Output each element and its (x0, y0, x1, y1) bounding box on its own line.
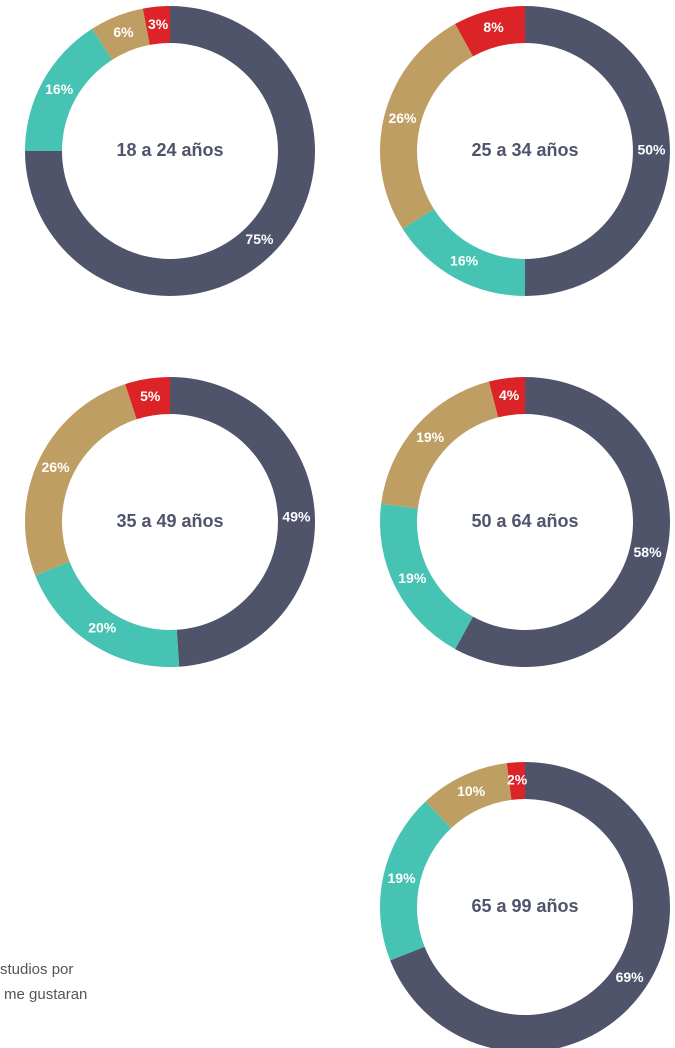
donut-segment (92, 8, 150, 60)
donut-segment (25, 384, 137, 576)
donut-segment (488, 377, 525, 418)
note-line: studios por (0, 961, 73, 978)
value-label: 6% (113, 24, 134, 40)
value-label: 69% (616, 969, 645, 985)
chart-title: 50 a 64 años (471, 511, 578, 531)
chart-title: 18 a 24 años (116, 140, 223, 160)
donut-segment (425, 763, 512, 829)
value-label: 50% (637, 142, 666, 158)
value-label: 20% (88, 620, 117, 636)
donut-segment (455, 6, 525, 57)
value-label: 10% (457, 783, 486, 799)
donut-segment (380, 503, 473, 650)
donut-segment (142, 6, 170, 45)
value-label: 26% (388, 110, 417, 126)
chart-title: 65 a 99 años (471, 896, 578, 916)
value-label: 3% (148, 16, 169, 32)
note-line: me gustaran (4, 986, 87, 1003)
value-label: 16% (450, 253, 479, 269)
value-label: 58% (634, 544, 663, 560)
value-label: 19% (416, 429, 445, 445)
value-label: 2% (507, 771, 528, 787)
value-label: 19% (388, 870, 417, 886)
donut-segment (525, 6, 670, 296)
donut-segment (381, 381, 499, 509)
donut-segment (35, 561, 180, 667)
donut-segment (380, 23, 473, 229)
value-label: 5% (140, 388, 161, 404)
value-label: 26% (42, 459, 71, 475)
value-label: 8% (483, 19, 504, 35)
donut-segment (506, 762, 525, 800)
donut-segment (25, 28, 113, 152)
value-label: 4% (499, 387, 520, 403)
donut-segment (170, 377, 316, 667)
chart-title: 25 a 34 años (471, 140, 578, 160)
donut-segment (380, 801, 452, 961)
value-label: 75% (245, 231, 274, 247)
value-label: 16% (45, 81, 74, 97)
donut-segment (402, 208, 525, 296)
value-label: 19% (398, 570, 427, 586)
value-label: 49% (282, 509, 311, 525)
chart-title: 35 a 49 años (116, 511, 223, 531)
donut-segment (125, 377, 170, 420)
donut-segment (455, 377, 671, 667)
